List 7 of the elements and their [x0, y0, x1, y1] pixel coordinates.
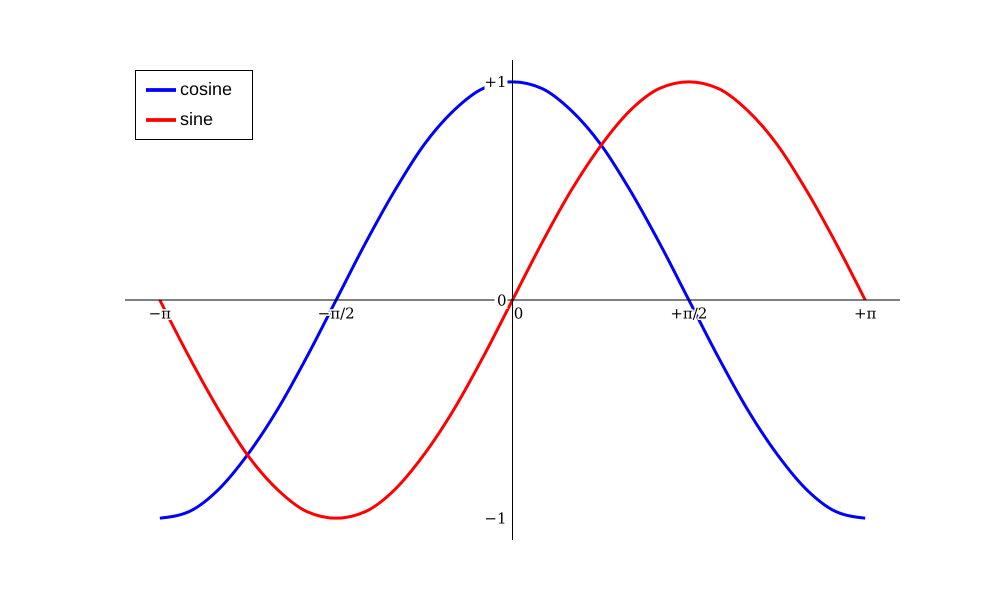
y-tick-label: 0 — [496, 291, 506, 310]
x-tick-label: 0 — [514, 304, 524, 323]
x-tick-label: +π — [854, 304, 877, 323]
legend-label: sine — [180, 108, 214, 129]
y-tick-label: −1 — [484, 510, 506, 528]
legend-label: cosine — [180, 78, 232, 99]
y-tick-label: +1 — [484, 73, 506, 92]
